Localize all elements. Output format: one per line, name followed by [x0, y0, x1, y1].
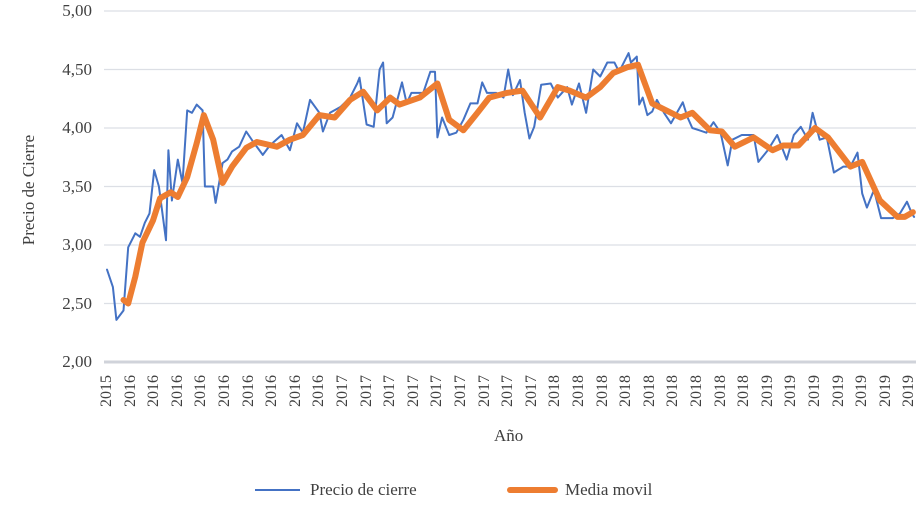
legend-label: Precio de cierre — [310, 480, 417, 499]
series-line-media-movil — [120, 61, 916, 307]
x-tick-label: 2018 — [688, 375, 705, 407]
x-tick-label: 2019 — [758, 375, 776, 407]
y-axis-label: Precio de Cierre — [19, 134, 38, 246]
legend-label: Media movil — [565, 480, 653, 499]
x-tick-label: 2016 — [263, 375, 281, 407]
x-tick-label: 2018 — [735, 375, 753, 407]
x-tick-label: 2017 — [381, 375, 399, 407]
y-tick-label: 3,50 — [62, 176, 92, 196]
x-tick-label: 2016 — [168, 375, 186, 407]
x-tick-label: 2019 — [876, 375, 894, 407]
x-axis-label: Año — [494, 426, 524, 445]
x-tick-label: 2016 — [310, 375, 328, 407]
y-tick-label: 2,50 — [62, 293, 92, 313]
x-tick-label: 2018 — [664, 375, 682, 407]
x-tick-label: 2018 — [593, 375, 611, 407]
x-tick-label: 2016 — [121, 375, 139, 407]
x-tick-label: 2017 — [475, 375, 493, 407]
gridlines — [104, 10, 916, 364]
x-tick-label: 2015 — [98, 375, 115, 407]
legend-item-media: Media movil — [565, 480, 652, 500]
y-tick-label: 4,00 — [62, 118, 92, 137]
plot-lines — [106, 52, 916, 321]
x-tick-label: 2017 — [357, 375, 375, 407]
x-tick-label: 2017 — [404, 375, 422, 407]
y-tick-label: 2,00 — [62, 352, 92, 371]
legend-item-precio: Precio de cierre — [310, 480, 417, 500]
x-tick-label: 2018 — [640, 375, 658, 407]
x-tick-label: 2016 — [216, 375, 233, 407]
series-line-precio-de-cierre — [106, 52, 916, 321]
x-tick-label: 2018 — [711, 375, 729, 407]
y-tick-label: 4,50 — [62, 59, 92, 79]
x-tick-label: 2017 — [428, 375, 446, 407]
x-tick-label: 2018 — [570, 375, 587, 407]
y-tick-label: 5,00 — [62, 1, 92, 20]
x-tick-label: 2016 — [145, 375, 163, 407]
x-tick-label: 2016 — [192, 375, 210, 407]
x-tick-label: 2017 — [334, 375, 351, 407]
x-tick-label: 2019 — [853, 375, 871, 407]
y-tick-label: 3,00 — [62, 235, 92, 254]
x-tick-label: 2017 — [499, 375, 517, 407]
x-tick-label: 2016 — [239, 375, 257, 407]
x-tick-label: 2019 — [782, 375, 800, 407]
x-tick-label: 2019 — [829, 375, 847, 407]
x-tick-label: 2016 — [286, 375, 304, 407]
x-tick-label: 2019 — [806, 375, 823, 407]
x-tick-label: 2018 — [546, 375, 564, 407]
x-tick-label: 2017 — [522, 375, 540, 407]
x-tick-label: 2018 — [617, 375, 635, 407]
x-tick-label: 2017 — [452, 375, 469, 407]
x-tick-label: 2019 — [900, 375, 918, 407]
